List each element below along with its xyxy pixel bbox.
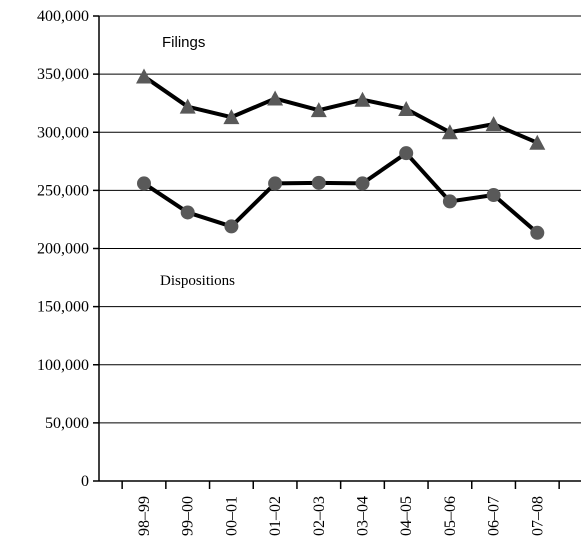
data-point [267, 90, 284, 106]
y-tick-label: 0 [81, 473, 89, 490]
data-point [486, 188, 501, 203]
x-tick-label: 03–04 [355, 496, 372, 536]
x-tick-label: 04–05 [398, 496, 415, 536]
data-point [137, 176, 151, 191]
x-tick-label: 06–07 [486, 496, 503, 536]
series [136, 68, 546, 240]
data-point [529, 134, 546, 150]
data-point [530, 225, 545, 240]
data-point [136, 68, 152, 84]
series-dispositions [137, 146, 545, 240]
x-tick-label: 07–08 [529, 496, 546, 536]
data-point [311, 175, 326, 190]
x-tick-label: 00–01 [223, 496, 240, 536]
y-tick-labels: 0 50,000 100,000 150,000 200,000 250,000 300,0… [37, 8, 89, 490]
data-point [310, 102, 327, 118]
axes [93, 15, 581, 489]
y-tick-label: 350,000 [37, 66, 89, 83]
y-tick-label: 200,000 [37, 241, 89, 258]
data-point [355, 176, 370, 191]
data-point [354, 91, 371, 107]
x-tick-label: 98–99 [136, 496, 153, 536]
x-tick-label: 02–03 [311, 496, 328, 536]
annotations: Filings Dispositions [160, 34, 235, 289]
y-tick-label: 250,000 [37, 182, 89, 199]
series-line [142, 74, 539, 145]
y-tick-label: 100,000 [37, 357, 89, 374]
data-point [180, 205, 195, 220]
data-point [223, 109, 240, 125]
x-tick-label: 99–00 [180, 496, 197, 536]
data-point [485, 116, 502, 132]
grid-lines [99, 15, 581, 424]
annotation-filings: Filings [162, 34, 205, 51]
series-filings [136, 68, 546, 150]
data-point [268, 176, 283, 191]
data-point [224, 219, 239, 234]
x-tick-label: 05–06 [442, 496, 459, 536]
data-point [399, 146, 414, 161]
x-tick-labels: 98–99 99–00 00–01 01–02 02–03 03–04 04–05 05–06… [136, 496, 546, 536]
annotation-dispositions: Dispositions [160, 273, 235, 289]
y-tick-label: 50,000 [45, 415, 89, 432]
y-tick-label: 150,000 [37, 299, 89, 316]
x-tick-label: 01–02 [267, 496, 284, 536]
data-point [442, 194, 457, 209]
y-tick-label: 300,000 [37, 124, 89, 141]
series-line [142, 151, 539, 235]
data-point [441, 124, 458, 140]
data-point [179, 98, 196, 114]
data-point [398, 101, 415, 116]
y-tick-label: 400,000 [37, 8, 89, 25]
